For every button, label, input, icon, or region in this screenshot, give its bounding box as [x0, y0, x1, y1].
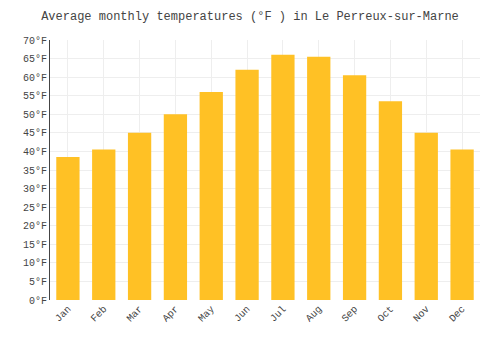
svg-text:Oct: Oct [376, 304, 397, 325]
svg-text:65°F: 65°F [23, 54, 47, 65]
svg-text:Mar: Mar [125, 304, 146, 325]
svg-text:Jun: Jun [232, 304, 253, 325]
svg-text:Sep: Sep [340, 304, 361, 325]
svg-text:60°F: 60°F [23, 73, 47, 84]
svg-text:May: May [196, 304, 217, 325]
svg-text:Apr: Apr [161, 304, 182, 325]
svg-text:20°F: 20°F [23, 221, 47, 232]
svg-text:5°F: 5°F [29, 277, 47, 288]
svg-text:Jan: Jan [53, 304, 74, 325]
svg-text:55°F: 55°F [23, 91, 47, 102]
svg-text:50°F: 50°F [23, 110, 47, 121]
svg-text:Feb: Feb [89, 304, 110, 325]
svg-text:70°F: 70°F [23, 36, 47, 47]
svg-text:Average monthly temperatures (: Average monthly temperatures (°F ) in Le… [41, 10, 459, 24]
svg-text:25°F: 25°F [23, 203, 47, 214]
svg-text:45°F: 45°F [23, 128, 47, 139]
svg-text:10°F: 10°F [23, 258, 47, 269]
svg-text:30°F: 30°F [23, 184, 47, 195]
svg-text:Dec: Dec [447, 304, 468, 325]
svg-text:Nov: Nov [411, 304, 432, 325]
svg-text:15°F: 15°F [23, 240, 47, 251]
svg-text:Jul: Jul [268, 304, 289, 325]
svg-text:35°F: 35°F [23, 166, 47, 177]
svg-text:0°F: 0°F [29, 296, 47, 307]
svg-text:Aug: Aug [304, 304, 325, 325]
svg-text:40°F: 40°F [23, 147, 47, 158]
